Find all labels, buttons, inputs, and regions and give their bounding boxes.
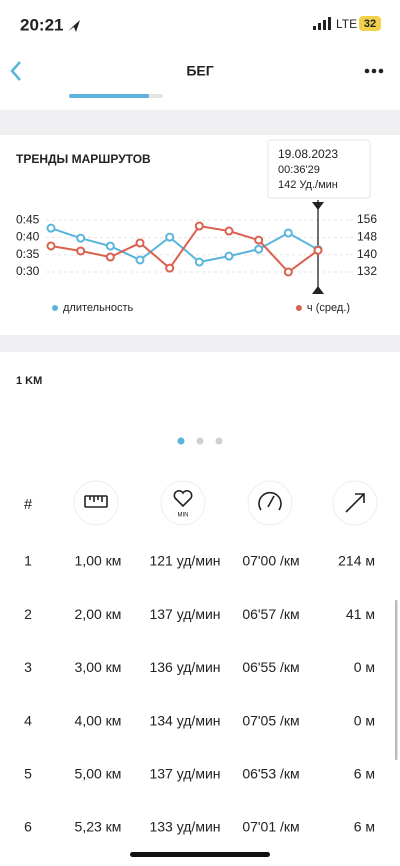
table-cell: 6 (24, 819, 32, 835)
table-cell: 0 м (354, 659, 375, 675)
page-dots (177, 437, 223, 445)
more-button[interactable] (364, 68, 384, 74)
data-point (165, 263, 175, 273)
series-line (50, 227, 319, 264)
data-point (105, 252, 115, 262)
y2-tick-label: 140 (357, 247, 377, 261)
separator (0, 335, 400, 352)
battery-icon (359, 16, 381, 31)
table-cell: 06'57 /км (242, 606, 299, 622)
data-point (254, 244, 264, 254)
data-point (46, 241, 56, 251)
signal-icon (313, 17, 331, 30)
table-cell: 3 (24, 659, 32, 675)
legend-marker (295, 305, 302, 311)
data-point (194, 257, 204, 267)
table-cell: 06'55 /км (242, 659, 299, 675)
data-point (165, 232, 175, 242)
progress-fill (69, 94, 149, 98)
y2-tick-label: 132 (357, 264, 377, 278)
network: LTE (336, 17, 357, 31)
scrollbar (395, 600, 398, 760)
y-tick-label: 0:35 (16, 247, 40, 261)
tooltip-heart-rate: 142 Уд./мин (278, 179, 338, 191)
table-cell: 07'01 /км (242, 819, 299, 835)
data-point (105, 241, 115, 251)
data-point (194, 221, 204, 231)
data-point (283, 228, 293, 238)
y2-tick-label: 156 (357, 212, 377, 226)
table-cell: 136 уд/мин (149, 659, 220, 675)
table-cell: 121 уд/мин (149, 553, 220, 569)
table-cell: 1,00 км (75, 553, 122, 569)
legend-label: длительность (63, 302, 134, 314)
table-cell: 41 м (346, 606, 375, 622)
chart: 0:45 0:40 0:35 0:30 156 148 140 132 19.08.2023 00… (16, 139, 377, 314)
separator (0, 110, 400, 135)
data-point (254, 235, 264, 245)
heart-label: MIN (178, 513, 189, 519)
table-cell: 2 (24, 606, 32, 622)
tooltip (267, 139, 371, 199)
legend-marker (52, 305, 58, 311)
battery-level: 32 (364, 18, 376, 30)
table-cell: 0 м (354, 712, 375, 728)
data-point (313, 245, 323, 255)
y-tick-label: 0:30 (16, 264, 40, 278)
section-title: 1 KM (16, 375, 42, 387)
location-icon (68, 20, 80, 32)
data-point (46, 223, 56, 233)
table-cell: 133 уд/мин (149, 819, 220, 835)
table-cell: 137 уд/мин (149, 766, 220, 782)
table-cell: 5 (24, 766, 32, 782)
table-header: # (24, 496, 33, 513)
table-cell: 6 м (354, 766, 375, 782)
table-cell: 1 (24, 553, 32, 569)
y2-tick-label: 148 (357, 229, 377, 243)
status-time: 20:21 (20, 15, 63, 34)
data-point (76, 233, 86, 243)
table-cell: 4,00 км (75, 712, 122, 728)
table-cell: 5,23 км (75, 819, 122, 835)
data-point (76, 246, 86, 256)
table-cell: 06'53 /км (242, 766, 299, 782)
data-point (224, 226, 234, 236)
back-button[interactable] (10, 61, 21, 81)
table-cell: 3,00 км (75, 659, 122, 675)
data-point (135, 255, 145, 265)
table-cell: 2,00 км (75, 606, 122, 622)
data-point (224, 251, 234, 261)
table-cell: 07'00 /км (242, 553, 299, 569)
home-indicator (130, 852, 270, 857)
header-title: БЕГ (186, 63, 213, 79)
table-cell: 07'05 /км (242, 712, 299, 728)
y-tick-label: 0:40 (16, 230, 40, 244)
table: 1 1,00 км 121 уд/мин 07'00 /км 214 м 2 2,00 км… (24, 553, 375, 835)
table-cell: 137 уд/мин (149, 606, 220, 622)
data-point (135, 238, 145, 248)
table-cell: 214 м (338, 553, 375, 569)
table-cell: 4 (24, 712, 32, 728)
y-tick-label: 0:45 (16, 212, 40, 226)
legend-label: ч (сред.) (307, 302, 350, 314)
tooltip-date: 19.08.2023 (278, 147, 338, 161)
tooltip-duration: 00:36'29 (278, 164, 320, 176)
table-cell: 5,00 км (75, 766, 122, 782)
series-line (50, 224, 319, 274)
chart-title: ТРЕНДЫ МАРШРУТОВ (16, 152, 151, 166)
data-point (283, 267, 293, 277)
table-cell: 6 м (354, 819, 375, 835)
icon-glyphs (84, 489, 365, 513)
table-cell: 134 уд/мин (149, 712, 220, 728)
